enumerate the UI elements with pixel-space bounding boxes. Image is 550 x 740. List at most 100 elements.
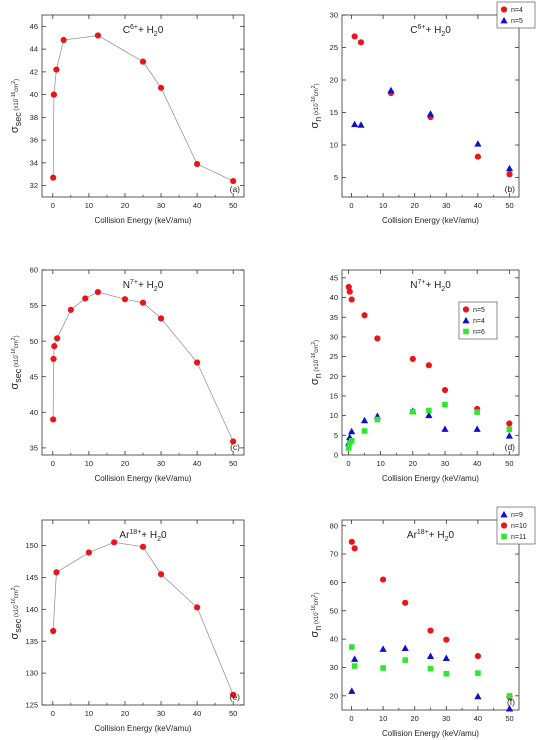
chart-6-y-tick-label: 70 <box>330 550 338 559</box>
chart-1-x-tick-label: 50 <box>229 201 237 210</box>
chart-1-y-tick-label: 42 <box>30 67 38 76</box>
chart-2-series-n=4 <box>351 33 513 178</box>
chart-6-x-tick-label: 0 <box>349 714 353 723</box>
chart-1-x-axis-label: Collision Energy (keV/amu) <box>95 216 192 225</box>
chart-4-x-tick-label: 10 <box>376 459 384 468</box>
chart-2-point <box>506 171 513 178</box>
chart-5-point <box>111 539 118 546</box>
chart-5-x-axis-label: Collision Energy (keV/amu) <box>95 724 192 733</box>
chart-4-y-tick-label: 0 <box>334 451 338 460</box>
chart-2-y-tick-label: 15 <box>330 108 338 117</box>
chart-4-y-tick-label: 30 <box>330 333 338 342</box>
chart-1-x-tick-label: 30 <box>157 201 165 210</box>
chart-4-point <box>426 407 432 414</box>
chart-3-point <box>50 355 57 363</box>
chart-6-x-tick-label: 30 <box>442 714 450 723</box>
chart-3-point <box>54 335 61 342</box>
chart-2-legend-label: n=4 <box>511 7 523 14</box>
chart-6-y-tick-label: 30 <box>330 663 338 672</box>
chart-6-y-tick-label: 20 <box>330 691 338 700</box>
chart-6-y-tick-label: 40 <box>330 635 338 644</box>
chart-2-point <box>387 86 395 94</box>
chart-2-point <box>474 140 482 147</box>
chart-3-panel-letter: (c) <box>230 442 240 452</box>
chart-2-x-tick-label: 10 <box>379 201 387 210</box>
chart-6-point <box>443 636 450 643</box>
chart-4-y-tick-label: 35 <box>330 313 338 322</box>
chart-4-x-tick-label: 0 <box>346 459 350 468</box>
chart-6-point <box>402 657 409 663</box>
chart-3-y-tick-label: 50 <box>30 337 38 346</box>
chart-3-point <box>194 359 201 366</box>
chart-6-point <box>426 652 435 659</box>
chart-4-legend: n=5 n=4 n=6 <box>458 301 498 340</box>
chart-5-x-tick-label: 20 <box>121 709 129 718</box>
chart-1-series-line <box>52 35 234 182</box>
chart-5-point <box>50 627 57 635</box>
chart-5-y-tick-label: 150 <box>25 541 38 550</box>
chart-2-y-tick-label: 10 <box>330 141 338 150</box>
chart-3-x-tick-label: 40 <box>193 459 201 468</box>
chart-6-point <box>348 538 355 545</box>
chart-5-y-tick-label: 140 <box>25 605 38 614</box>
chart-4-point <box>441 386 449 394</box>
chart-3-y-tick-label: 40 <box>30 408 38 417</box>
chart-2-point <box>505 164 514 172</box>
chart-6-legend-marker <box>501 533 507 540</box>
chart-2-legend: n=4 n=5 <box>496 1 536 29</box>
chart-1-point <box>194 160 201 168</box>
chart-6-point <box>474 653 482 660</box>
chart-1-point <box>157 84 165 91</box>
chart-1-point <box>50 174 57 181</box>
chart-5-y-tick-label: 125 <box>25 701 38 710</box>
chart-5-y-axis-label: σsec (x10-16cm2) <box>9 585 23 639</box>
chart-6-legend-marker <box>500 522 508 529</box>
chart-5-point <box>194 604 201 611</box>
chart-5: 0 10 20 30 40 50 125 130 135 140 145 150 Ar18++ H20 (… <box>9 519 245 733</box>
chart-1-point <box>230 177 237 185</box>
chart-4-point <box>361 312 368 319</box>
chart-4-legend-marker <box>463 328 469 335</box>
chart-2-x-tick-label: 40 <box>474 201 482 210</box>
chart-4-legend-label: n=5 <box>473 307 485 314</box>
chart-6-y-tick-label: 80 <box>330 521 338 530</box>
chart-5-x-tick-label: 0 <box>51 709 55 718</box>
chart-2-x-tick-label: 30 <box>442 201 450 210</box>
chart-2-point <box>426 110 435 117</box>
chart-5-title: Ar18++ H20 <box>119 529 167 543</box>
chart-1-point <box>50 91 58 98</box>
chart-2-y-tick-label: 20 <box>330 76 338 85</box>
chart-6-point <box>380 665 386 671</box>
chart-1-y-tick-label: 46 <box>30 22 38 31</box>
chart-3-x-axis-label: Collision Energy (keV/amu) <box>95 474 192 483</box>
chart-4-series-n=6 <box>345 401 513 451</box>
chart-4-point <box>441 425 449 432</box>
chart-6-series-n=10 <box>348 538 513 701</box>
chart-5-x-tick-label: 40 <box>193 709 201 718</box>
chart-1-x-tick-label: 10 <box>85 201 93 210</box>
chart-4-x-tick-label: 50 <box>505 459 513 468</box>
chart-6-series-n=9 <box>348 644 514 712</box>
chart-3-point <box>230 438 237 445</box>
chart-6-legend-label: n=9 <box>511 512 523 519</box>
chart-4-point <box>348 296 355 303</box>
chart-2-point <box>357 121 365 128</box>
chart-2-y-tick-label: 30 <box>330 11 338 20</box>
chart-3-y-tick-label: 45 <box>30 372 38 381</box>
chart-6-point <box>351 655 359 662</box>
chart-2-legend-label: n=5 <box>511 18 523 25</box>
chart-4-x-tick-label: 30 <box>441 459 449 468</box>
chart-4-x-tick-label: 20 <box>409 459 417 468</box>
chart-2-y-tick-label: 25 <box>330 43 338 52</box>
chart-4-point <box>473 425 481 432</box>
chart-6-series-n=11 <box>348 644 513 699</box>
chart-4-y-tick-label: 25 <box>330 352 338 361</box>
chart-6-point <box>443 670 450 677</box>
chart-1-series-data <box>50 32 237 185</box>
chart-4-point <box>409 355 416 363</box>
chart-1-y-tick-label: 40 <box>30 90 38 99</box>
chart-3-point <box>67 306 74 313</box>
chart-4-point <box>410 408 416 415</box>
chart-6-point <box>351 545 358 552</box>
